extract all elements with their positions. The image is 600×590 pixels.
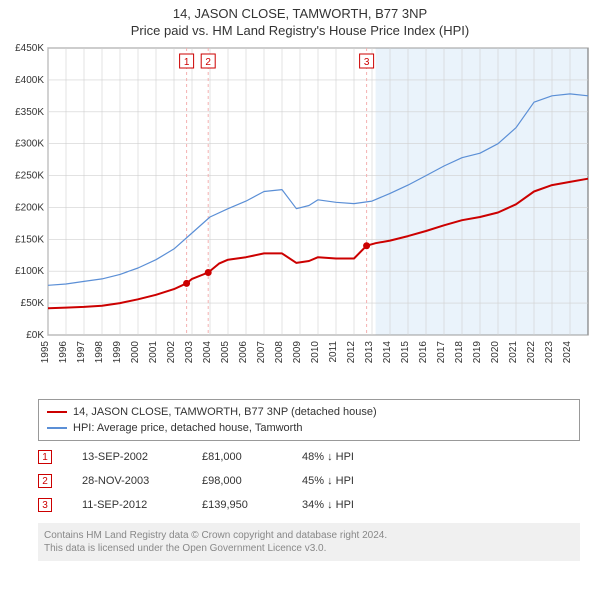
legend-swatch [47, 411, 67, 413]
svg-text:£50K: £50K [21, 298, 45, 309]
title-block: 14, JASON CLOSE, TAMWORTH, B77 3NP Price… [0, 0, 600, 40]
sale-date: 11-SEP-2012 [82, 499, 172, 511]
svg-text:£400K: £400K [15, 75, 44, 86]
sale-marker-badge: 3 [38, 498, 52, 512]
legend-item: HPI: Average price, detached house, Tamw… [47, 420, 571, 436]
footer-line-1: Contains HM Land Registry data © Crown c… [44, 529, 574, 542]
footer-line-2: This data is licensed under the Open Gov… [44, 542, 574, 555]
svg-text:£250K: £250K [15, 171, 44, 182]
svg-text:2023: 2023 [544, 341, 555, 364]
svg-text:2017: 2017 [436, 341, 447, 364]
svg-text:2014: 2014 [382, 341, 393, 364]
sale-price: £139,950 [202, 499, 272, 511]
svg-text:2007: 2007 [256, 341, 267, 364]
legend-swatch [47, 427, 67, 429]
sale-row: 1 13-SEP-2002 £81,000 48% ↓ HPI [38, 445, 580, 469]
sale-point-2 [205, 269, 212, 276]
svg-text:£100K: £100K [15, 266, 44, 277]
svg-text:2001: 2001 [148, 341, 159, 364]
footer-attribution: Contains HM Land Registry data © Crown c… [38, 523, 580, 561]
svg-text:1998: 1998 [94, 341, 105, 364]
sale-delta: 34% ↓ HPI [302, 499, 392, 511]
svg-text:2018: 2018 [454, 341, 465, 364]
svg-text:£0K: £0K [26, 330, 44, 341]
svg-text:2021: 2021 [508, 341, 519, 364]
svg-text:£200K: £200K [15, 202, 44, 213]
line-chart: £0K £50K £100K £150K £200K £250K £300K £350K £40… [0, 40, 600, 395]
svg-text:1997: 1997 [76, 341, 87, 364]
sale-price: £98,000 [202, 475, 272, 487]
svg-text:£450K: £450K [15, 43, 44, 54]
sale-date: 13-SEP-2002 [82, 451, 172, 463]
sale-row: 2 28-NOV-2003 £98,000 45% ↓ HPI [38, 469, 580, 493]
sale-delta: 45% ↓ HPI [302, 475, 392, 487]
svg-text:1996: 1996 [58, 341, 69, 364]
sale-delta: 48% ↓ HPI [302, 451, 392, 463]
legend: 14, JASON CLOSE, TAMWORTH, B77 3NP (deta… [38, 399, 580, 441]
legend-label: HPI: Average price, detached house, Tamw… [73, 422, 303, 434]
svg-text:2022: 2022 [526, 341, 537, 364]
svg-text:2011: 2011 [328, 341, 339, 363]
sale-point-1 [183, 280, 190, 287]
svg-text:2: 2 [205, 57, 211, 68]
svg-text:£150K: £150K [15, 234, 44, 245]
legend-label: 14, JASON CLOSE, TAMWORTH, B77 3NP (deta… [73, 406, 377, 418]
sale-price: £81,000 [202, 451, 272, 463]
sale-row: 3 11-SEP-2012 £139,950 34% ↓ HPI [38, 493, 580, 517]
svg-text:2003: 2003 [184, 341, 195, 364]
chart-subtitle: Price paid vs. HM Land Registry's House … [0, 23, 600, 38]
chart-area: £0K £50K £100K £150K £200K £250K £300K £350K £40… [0, 40, 600, 395]
sales-table: 1 13-SEP-2002 £81,000 48% ↓ HPI 2 28-NOV-2003… [38, 445, 580, 517]
svg-text:2024: 2024 [562, 341, 573, 364]
svg-text:2015: 2015 [400, 341, 411, 364]
svg-text:2006: 2006 [238, 341, 249, 364]
svg-text:2019: 2019 [472, 341, 483, 364]
svg-text:2013: 2013 [364, 341, 375, 364]
svg-text:2020: 2020 [490, 341, 501, 364]
svg-text:2012: 2012 [346, 341, 357, 364]
svg-text:2000: 2000 [130, 341, 141, 364]
svg-text:2010: 2010 [310, 341, 321, 364]
svg-text:1: 1 [184, 57, 190, 68]
svg-text:2005: 2005 [220, 341, 231, 364]
svg-text:2016: 2016 [418, 341, 429, 364]
svg-text:2008: 2008 [274, 341, 285, 364]
chart-title: 14, JASON CLOSE, TAMWORTH, B77 3NP [0, 6, 600, 21]
legend-item: 14, JASON CLOSE, TAMWORTH, B77 3NP (deta… [47, 404, 571, 420]
sale-marker-badge: 2 [38, 474, 52, 488]
svg-text:£350K: £350K [15, 107, 44, 118]
sale-date: 28-NOV-2003 [82, 475, 172, 487]
svg-text:1999: 1999 [112, 341, 123, 364]
svg-text:2009: 2009 [292, 341, 303, 364]
svg-text:2004: 2004 [202, 341, 213, 364]
sale-marker-badge: 1 [38, 450, 52, 464]
svg-text:1995: 1995 [40, 341, 51, 364]
svg-text:2002: 2002 [166, 341, 177, 364]
sale-point-3 [363, 242, 370, 249]
svg-text:3: 3 [364, 57, 370, 68]
svg-text:£300K: £300K [15, 139, 44, 150]
